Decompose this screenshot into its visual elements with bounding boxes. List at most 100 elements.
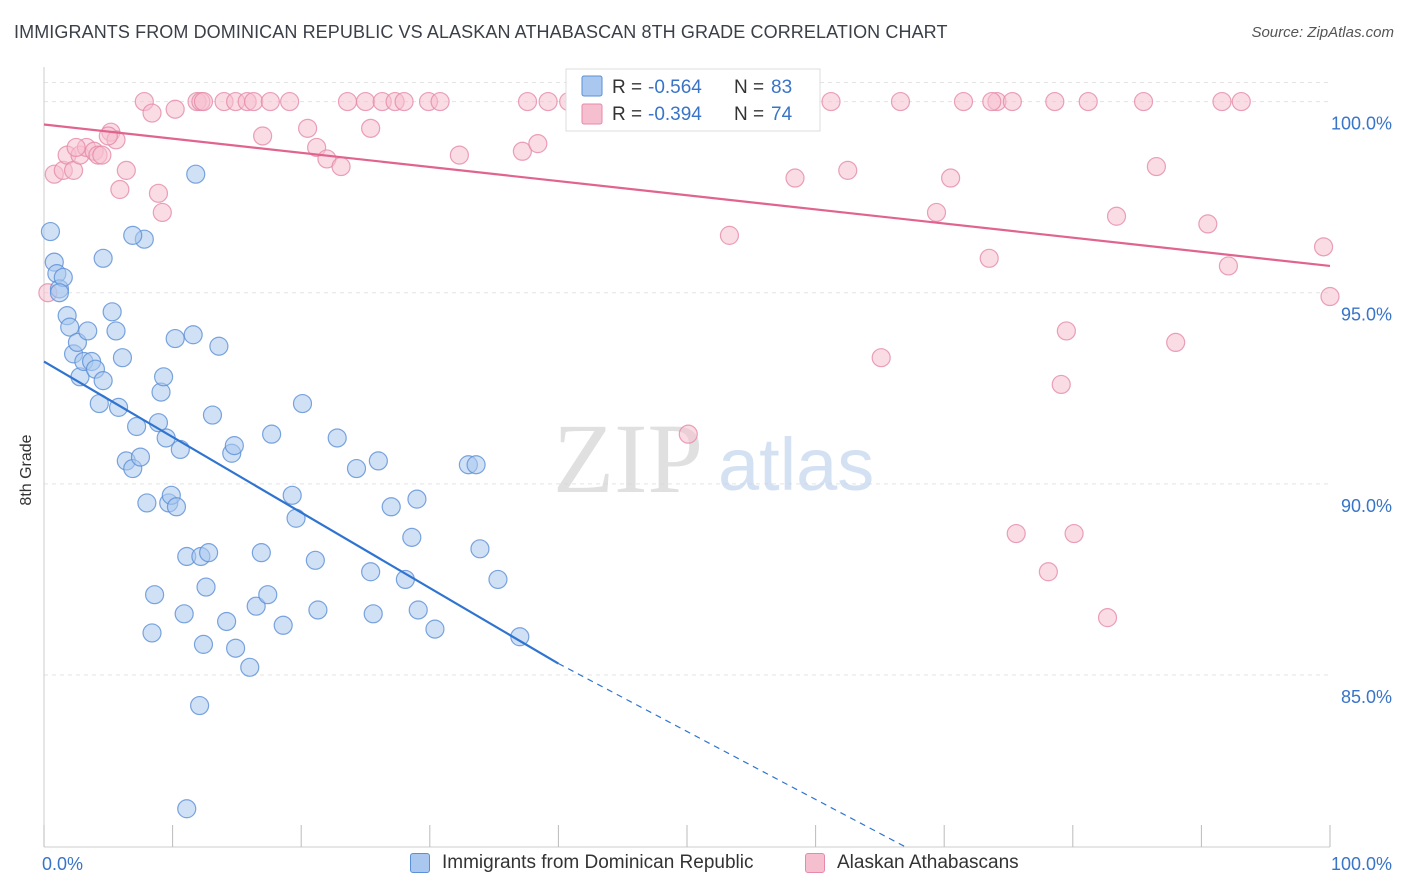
watermark: ZIP atlas — [553, 403, 874, 514]
data-point — [1313, 237, 1334, 257]
data-point — [1056, 321, 1076, 341]
data-point — [871, 348, 891, 368]
data-point — [1198, 214, 1218, 234]
data-point — [123, 225, 143, 245]
data-point — [280, 91, 300, 112]
legend-item-alaskan-athabascans: Alaskan Athabascans — [805, 852, 1019, 874]
y-tick-label: 100.0% — [1331, 114, 1392, 134]
data-point — [142, 103, 162, 123]
trend-line-alaskan-athabascans — [43, 123, 1331, 268]
chart-source: Source: ZipAtlas.com — [1251, 24, 1394, 41]
data-point — [430, 91, 450, 112]
data-point — [1064, 523, 1084, 544]
data-point — [1038, 562, 1058, 582]
data-point — [821, 91, 841, 112]
legend-n-value-1: 83 — [771, 77, 792, 98]
data-point — [953, 91, 974, 112]
data-point — [1212, 91, 1232, 112]
trend-lines — [43, 123, 1331, 848]
data-point — [126, 416, 147, 437]
data-point — [112, 348, 133, 368]
legend-swatch-dominican-republic — [410, 853, 430, 873]
data-point — [941, 168, 961, 188]
data-point — [66, 137, 86, 158]
data-point — [148, 183, 169, 203]
y-tick-label: 85.0% — [1341, 687, 1392, 707]
data-point — [251, 543, 271, 563]
data-point — [98, 126, 118, 146]
data-point — [106, 321, 126, 341]
data-point — [308, 600, 328, 620]
data-point — [152, 202, 172, 223]
legend-label-dominican-republic: Immigrants from Dominican Republic — [442, 852, 754, 873]
data-point — [142, 623, 162, 643]
data-point — [1002, 91, 1022, 112]
data-point — [394, 91, 414, 112]
data-point — [282, 485, 302, 505]
series-immigrants-dominican-republic — [40, 164, 530, 819]
data-point — [224, 436, 244, 456]
data-point — [202, 405, 223, 425]
chart-title: IMMIGRANTS FROM DOMINICAN REPUBLIC VS AL… — [14, 22, 948, 42]
data-point — [174, 604, 194, 624]
data-point — [538, 91, 558, 112]
grid-lines — [44, 81, 1330, 676]
data-point — [331, 156, 351, 177]
data-point — [93, 371, 113, 391]
data-point — [49, 283, 70, 303]
data-point — [137, 493, 157, 513]
data-point — [361, 562, 381, 582]
x-tick-label-max: 100.0% — [1331, 854, 1392, 874]
data-point — [1166, 332, 1186, 353]
data-point — [1078, 91, 1098, 112]
data-point — [102, 302, 122, 322]
data-point — [838, 160, 858, 180]
y-tick-label: 90.0% — [1341, 496, 1392, 516]
data-point — [926, 202, 947, 223]
x-tick-label-min: 0.0% — [42, 854, 83, 874]
data-point — [130, 447, 151, 467]
legend-n-label-2: N = — [734, 104, 764, 125]
data-point — [144, 585, 165, 605]
data-point — [1051, 374, 1071, 395]
data-point — [355, 91, 376, 112]
data-point — [363, 604, 383, 624]
data-point — [60, 317, 80, 337]
data-point — [78, 321, 98, 341]
data-point — [337, 91, 358, 112]
data-point — [165, 328, 185, 349]
data-point — [193, 634, 214, 654]
data-point — [425, 619, 445, 639]
y-tick-label: 95.0% — [1341, 305, 1392, 325]
data-point — [153, 367, 174, 387]
data-point — [273, 615, 293, 635]
data-point — [186, 164, 206, 184]
data-point — [199, 543, 219, 563]
legend-r-label-1: R = — [612, 77, 642, 98]
watermark-zip: ZIP — [553, 403, 703, 514]
data-point — [407, 489, 427, 509]
data-point — [165, 99, 185, 119]
data-point — [979, 248, 999, 268]
data-point — [1106, 206, 1127, 226]
data-point — [678, 424, 698, 444]
data-point — [1218, 256, 1239, 276]
data-point — [488, 569, 508, 590]
legend-label-alaskan-athabascans: Alaskan Athabascans — [837, 852, 1019, 873]
data-point — [381, 497, 401, 517]
data-point — [517, 91, 538, 112]
data-point — [292, 393, 313, 414]
data-point — [466, 455, 486, 475]
legend-r-label-2: R = — [612, 104, 642, 125]
data-point — [190, 695, 210, 716]
data-point — [40, 221, 61, 242]
data-point — [244, 91, 264, 112]
legend-n-value-2: 74 — [771, 104, 793, 125]
tick-labels: 85.0% 90.0% 95.0% 100.0% 0.0% 100.0% — [42, 114, 1392, 874]
axes — [43, 67, 1331, 848]
data-point — [449, 145, 469, 165]
data-point — [785, 168, 805, 188]
legend-swatch-pink — [581, 103, 603, 125]
data-point — [183, 325, 203, 345]
